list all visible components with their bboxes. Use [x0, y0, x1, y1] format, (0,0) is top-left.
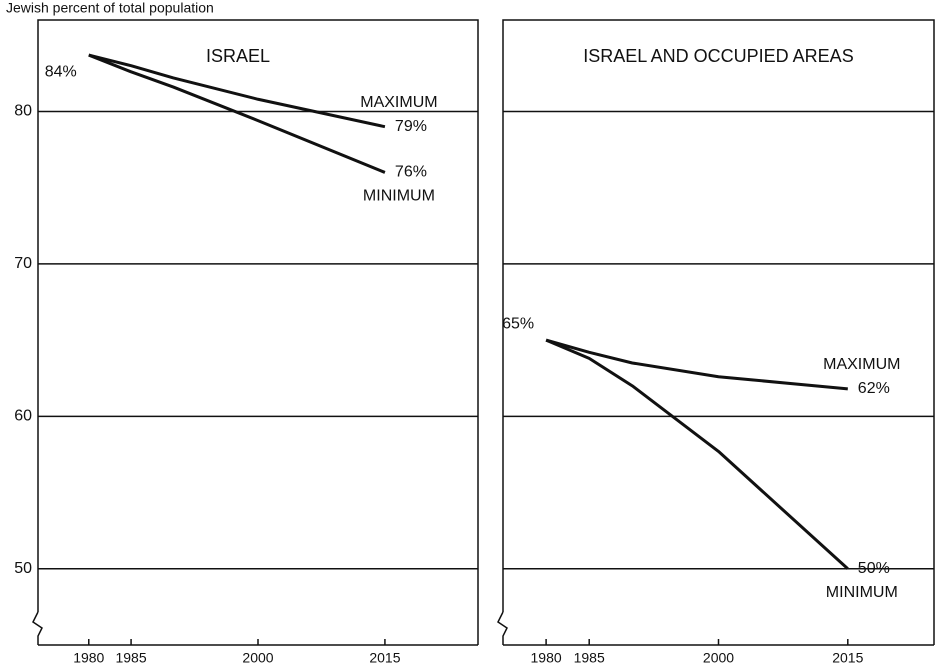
series-line — [545, 338, 849, 570]
series-label: MINIMUM — [826, 584, 898, 601]
value-label: 79% — [395, 118, 427, 135]
value-label: 62% — [858, 380, 890, 397]
axis-break — [497, 611, 508, 645]
x-tick-label: 1980 — [73, 650, 104, 666]
x-tick-label: 1985 — [574, 650, 605, 666]
panel-title: ISRAEL AND OCCUPIED AREAS — [583, 46, 853, 66]
y-tick-label: 80 — [14, 103, 32, 120]
series-label: MAXIMUM — [823, 356, 900, 373]
series-label: MINIMUM — [363, 188, 435, 205]
y-tick-label: 70 — [14, 255, 32, 272]
x-tick-label: 2015 — [369, 650, 400, 666]
axis-break — [32, 611, 43, 645]
series-line — [88, 53, 386, 129]
panel-frame — [502, 19, 935, 645]
series-label: MAXIMUM — [360, 94, 437, 111]
y-tick-label: 60 — [14, 408, 32, 425]
value-label: 84% — [45, 63, 77, 80]
y-axis-label: Jewish percent of total population — [6, 0, 214, 16]
x-tick-label: 1980 — [531, 650, 562, 666]
value-label: 50% — [858, 560, 890, 577]
x-tick-label: 2000 — [242, 650, 273, 666]
panel-frame — [37, 19, 479, 645]
x-tick-label: 2000 — [703, 650, 734, 666]
x-tick-label: 2015 — [832, 650, 863, 666]
series-line — [88, 53, 386, 174]
y-tick-label: 50 — [14, 560, 32, 577]
value-label: 76% — [395, 164, 427, 181]
series-line — [545, 338, 848, 391]
panel-title: ISRAEL — [206, 46, 270, 66]
value-label: 65% — [502, 315, 534, 332]
x-tick-label: 1985 — [115, 650, 146, 666]
